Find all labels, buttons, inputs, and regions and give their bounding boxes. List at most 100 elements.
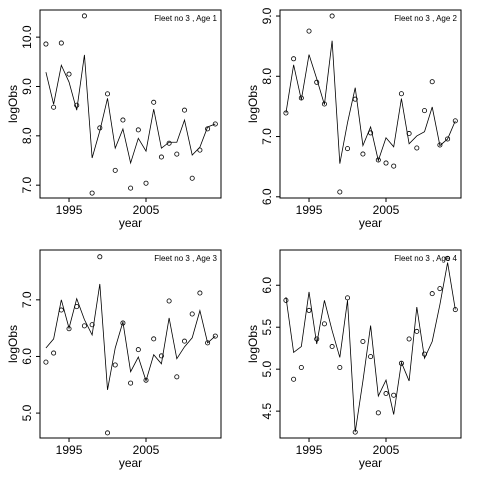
observed-point	[314, 336, 320, 342]
fitted-line	[45, 283, 216, 390]
observed-point	[89, 190, 95, 196]
observed-point	[151, 336, 157, 342]
x-tick-label: 1995	[296, 443, 323, 457]
x-axis-label: year	[359, 456, 382, 470]
observed-point	[189, 175, 195, 181]
observed-point	[135, 127, 141, 133]
observed-point	[158, 154, 164, 160]
observed-point	[321, 321, 327, 327]
panel-title: Fleet no 3 , Age 3	[154, 254, 217, 263]
observed-point	[105, 430, 111, 436]
plot-frame	[39, 249, 222, 439]
observed-point	[143, 180, 149, 186]
y-tick-label: 5.0	[260, 361, 274, 378]
x-tick-label: 2005	[133, 203, 160, 217]
y-tick-label: 7.0	[20, 177, 34, 194]
fitted-line	[285, 40, 456, 164]
plot-frame	[279, 9, 462, 199]
observed-point	[174, 151, 180, 157]
x-tick-label: 2005	[373, 443, 400, 457]
observed-point	[445, 255, 451, 261]
plot-frame	[39, 9, 222, 199]
y-tick-label: 10.0	[20, 25, 34, 49]
observed-point	[212, 333, 218, 339]
y-tick-label: 9.0	[20, 78, 34, 95]
observed-point	[197, 290, 203, 296]
observed-point	[360, 338, 366, 344]
observed-point	[112, 167, 118, 173]
observed-point	[406, 336, 412, 342]
observed-point	[337, 189, 343, 195]
observed-point	[445, 136, 451, 142]
x-axis-label: year	[119, 216, 142, 230]
observed-point	[66, 71, 72, 77]
observed-point	[205, 340, 211, 346]
observed-point	[291, 376, 297, 382]
observed-point	[128, 380, 134, 386]
observed-point	[174, 374, 180, 380]
y-tick-label: 6.0	[260, 277, 274, 294]
observed-point	[128, 185, 134, 191]
x-tick-label: 1995	[296, 203, 323, 217]
observed-point	[89, 322, 95, 328]
y-tick-label: 4.5	[260, 402, 274, 419]
observed-point	[437, 286, 443, 292]
observed-point	[375, 157, 381, 163]
observed-point	[112, 362, 118, 368]
observed-point	[298, 95, 304, 101]
y-axis-label: logObs	[6, 325, 20, 363]
observed-point	[105, 91, 111, 97]
observed-point	[291, 56, 297, 62]
observed-point	[158, 353, 164, 359]
fitted-line	[285, 262, 456, 433]
observed-point	[429, 79, 435, 85]
observed-point	[43, 41, 49, 47]
observed-point	[383, 160, 389, 166]
x-axis-label: year	[359, 216, 382, 230]
observed-point	[352, 96, 358, 102]
observed-point	[414, 328, 420, 334]
panel-title: Fleet no 3 , Age 4	[394, 254, 457, 263]
observed-point	[398, 91, 404, 97]
observed-point	[306, 28, 312, 34]
observed-point	[360, 151, 366, 157]
observed-point	[135, 347, 141, 353]
observed-point	[414, 145, 420, 151]
observed-point	[314, 79, 320, 85]
observed-point	[345, 295, 351, 301]
x-tick-label: 1995	[56, 203, 83, 217]
observed-point	[337, 364, 343, 370]
observed-point	[197, 147, 203, 153]
observed-point	[120, 320, 126, 326]
y-tick-label: 6.0	[260, 188, 274, 205]
observed-point	[306, 307, 312, 313]
observed-point	[329, 13, 335, 19]
observed-point	[429, 291, 435, 297]
observed-point	[143, 377, 149, 383]
observed-point	[151, 99, 157, 105]
observed-point	[58, 40, 64, 46]
y-tick-label: 8.0	[260, 68, 274, 85]
observed-point	[375, 410, 381, 416]
observed-point	[368, 354, 374, 360]
fitted-line	[45, 54, 216, 165]
observed-point	[345, 146, 351, 152]
observed-point	[212, 121, 218, 127]
observed-point	[398, 360, 404, 366]
observed-point	[120, 117, 126, 123]
x-axis-label: year	[119, 456, 142, 470]
y-tick-label: 5.5	[260, 319, 274, 336]
observed-point	[166, 298, 172, 304]
y-tick-label: 8.0	[20, 127, 34, 144]
y-axis-label: logObs	[246, 85, 260, 123]
observed-point	[81, 323, 87, 329]
observed-point	[43, 359, 49, 365]
observed-point	[329, 344, 335, 350]
observed-point	[452, 118, 458, 124]
observed-point	[383, 391, 389, 397]
observed-point	[81, 13, 87, 19]
observed-point	[298, 364, 304, 370]
panel-title: Fleet no 3 , Age 1	[154, 14, 217, 23]
y-axis-label: logObs	[6, 85, 20, 123]
